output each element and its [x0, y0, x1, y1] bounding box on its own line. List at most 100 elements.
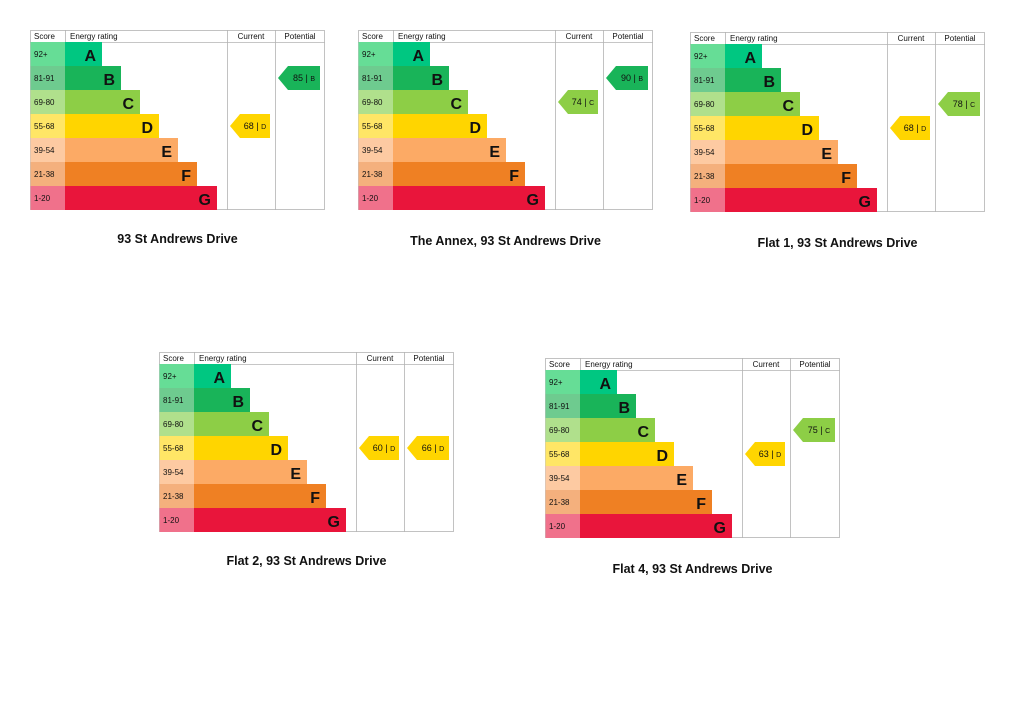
band-bar-d — [65, 114, 159, 138]
score-cell-f — [159, 484, 194, 508]
header-potential: Potential — [799, 360, 830, 369]
score-cell-g — [159, 508, 194, 532]
band-bar-g — [393, 186, 545, 210]
score-cell-e — [690, 140, 725, 164]
score-cell-a — [545, 370, 580, 394]
score-range-label: 21-38 — [362, 170, 383, 179]
potential-rating-arrow-separator: | — [631, 73, 638, 83]
score-range-label: 69-80 — [362, 98, 383, 107]
score-range-label: 55-68 — [362, 122, 383, 131]
score-cell-c — [545, 418, 580, 442]
header-current: Current — [238, 32, 265, 41]
band-letter: C — [450, 96, 462, 113]
header-current: Current — [898, 34, 925, 43]
score-range-label: 21-38 — [694, 172, 715, 181]
score-cell-d — [159, 436, 194, 460]
header-energy-rating: Energy rating — [730, 34, 778, 43]
header-current: Current — [753, 360, 780, 369]
band-bar-f — [65, 162, 197, 186]
potential-rating-arrow-shape — [606, 66, 648, 90]
score-cell-d — [358, 114, 393, 138]
score-range-label: 21-38 — [163, 492, 184, 501]
current-rating-arrow-value: 63 — [759, 449, 769, 459]
band-bar-a — [393, 42, 430, 66]
header-score: Score — [694, 34, 715, 43]
potential-rating-arrow-label: 66 | D — [422, 443, 444, 453]
current-rating-arrow: 68 | D — [230, 114, 270, 138]
current-rating-arrow: 63 | D — [745, 442, 785, 466]
current-rating-arrow: 74 | C — [558, 90, 598, 114]
epc-chart: Score Energy rating Current Potential 92+ A 81… — [545, 358, 840, 538]
score-cell-g — [358, 186, 393, 210]
potential-rating-arrow: 66 | D — [407, 436, 449, 460]
band-bar-c — [194, 412, 269, 436]
score-range-label: 92+ — [694, 52, 708, 61]
score-cell-f — [545, 490, 580, 514]
score-cell-c — [690, 92, 725, 116]
potential-rating-arrow-value: 75 — [808, 425, 818, 435]
band-bar-f — [580, 490, 712, 514]
score-range-label: 69-80 — [34, 98, 55, 107]
score-range-label: 92+ — [34, 50, 48, 59]
score-range-label: 55-68 — [694, 124, 715, 133]
band-bar-d — [580, 442, 674, 466]
header-score: Score — [34, 32, 55, 41]
epc-chart: Score Energy rating Current Potential 92+ A 81… — [30, 30, 325, 210]
band-letter: F — [696, 496, 706, 513]
potential-rating-arrow-label: 90 | B — [621, 73, 643, 83]
potential-rating-arrow-label: 85 | B — [293, 73, 315, 83]
current-rating-arrow-band: D — [261, 124, 266, 131]
chart-title: The Annex, 93 St Andrews Drive — [410, 234, 601, 248]
score-range-label: 39-54 — [549, 474, 570, 483]
score-range-label: 69-80 — [163, 420, 184, 429]
band-bar-d — [725, 116, 819, 140]
chart-title: 93 St Andrews Drive — [117, 232, 238, 246]
potential-rating-arrow-band: D — [439, 446, 444, 453]
band-bar-g — [65, 186, 217, 210]
band-letter: C — [637, 424, 649, 441]
band-letter: E — [821, 146, 832, 163]
band-letter: C — [122, 96, 134, 113]
potential-rating-arrow-value: 78 — [953, 99, 963, 109]
potential-rating-arrow-shape — [938, 92, 980, 116]
current-rating-arrow-shape — [359, 436, 399, 460]
score-cell-g — [545, 514, 580, 538]
current-rating-arrow-value: 68 — [244, 121, 254, 131]
band-bar-f — [393, 162, 525, 186]
epc-chart-svg: Score Energy rating Current Potential 92+ A 81… — [159, 352, 454, 532]
current-rating-arrow-band: D — [776, 452, 781, 459]
score-cell-a — [159, 364, 194, 388]
score-cell-c — [30, 90, 65, 114]
band-letter: F — [310, 490, 320, 507]
header-potential: Potential — [413, 354, 444, 363]
score-range-label: 39-54 — [34, 146, 55, 155]
score-range-label: 1-20 — [694, 196, 711, 205]
score-cell-d — [545, 442, 580, 466]
epc-chart-svg: Score Energy rating Current Potential 92+ A 81… — [545, 358, 840, 538]
band-bar-c — [393, 90, 468, 114]
current-rating-arrow-separator: | — [254, 121, 261, 131]
band-letter: B — [763, 74, 775, 91]
potential-rating-arrow-separator: | — [963, 99, 970, 109]
score-range-label: 39-54 — [694, 148, 715, 157]
band-bar-d — [393, 114, 487, 138]
score-cell-d — [30, 114, 65, 138]
potential-rating-arrow-value: 66 — [422, 443, 432, 453]
band-letter: A — [84, 48, 96, 65]
score-range-label: 55-68 — [34, 122, 55, 131]
band-bar-d — [194, 436, 288, 460]
current-rating-arrow: 60 | D — [359, 436, 399, 460]
chart-title: Flat 2, 93 St Andrews Drive — [226, 554, 387, 568]
band-bar-c — [580, 418, 655, 442]
score-range-label: 1-20 — [34, 194, 51, 203]
potential-rating-arrow: 85 | B — [278, 66, 320, 90]
score-cell-b — [30, 66, 65, 90]
band-letter: D — [141, 120, 153, 137]
score-range-label: 39-54 — [163, 468, 184, 477]
potential-rating-arrow-shape — [793, 418, 835, 442]
band-bar-c — [65, 90, 140, 114]
potential-rating-arrow-label: 78 | C — [953, 99, 975, 109]
potential-rating-arrow-band: C — [825, 428, 830, 435]
band-bar-e — [580, 466, 693, 490]
current-rating-arrow-shape — [890, 116, 930, 140]
